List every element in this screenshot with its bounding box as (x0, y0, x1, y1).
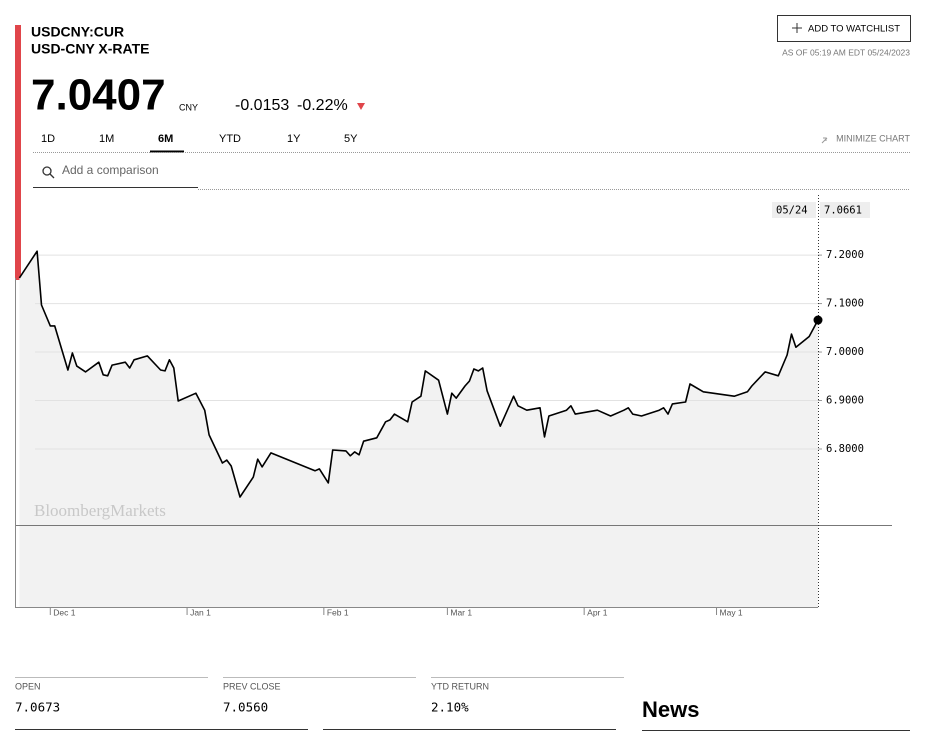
minimize-chart[interactable]: MINIMIZE CHART (836, 133, 910, 143)
accent-bar (15, 25, 21, 280)
minimize-icon (821, 137, 828, 144)
instrument-name: USD-CNY X-RATE (31, 41, 150, 57)
price-line (18, 250, 819, 498)
crosshair-dot (813, 315, 823, 325)
crosshair-value: 7.0661 (824, 205, 862, 217)
tab[interactable]: 5Y (344, 133, 358, 145)
stats: OPEN 7.0673 PREV CLOSE 7.0560 YTD RETURN 2.10… (15, 677, 624, 730)
plus-icon (792, 23, 802, 33)
change-percent: -0.22% (297, 97, 348, 114)
price: 7.0407 (31, 71, 166, 120)
tab[interactable]: 1M (99, 133, 114, 145)
y-tick-label: 7.0000 (826, 346, 864, 358)
crosshair-date: 05/24 (776, 205, 808, 217)
area-fill (19, 251, 818, 607)
stat-label: PREV CLOSE (223, 681, 281, 691)
as-of: AS OF 05:19 AM EDT 05/24/2023 (782, 47, 910, 57)
y-tick-label: 7.1000 (826, 298, 864, 310)
y-tick-label: 6.9000 (826, 395, 864, 407)
y-tick-label: 7.2000 (826, 249, 864, 261)
comparison-input[interactable]: Add a comparison (62, 163, 159, 177)
x-tick-label: Feb 1 (327, 607, 349, 617)
ticker: USDCNY:CUR (31, 24, 124, 40)
x-tick-label: Dec 1 (53, 607, 75, 617)
crosshair-date-box (772, 202, 816, 218)
x-tick-label: May 1 (720, 607, 743, 617)
tabs: 1D 1M 6M YTD 1Y 5Y (41, 133, 358, 153)
chart: 6.8000 6.9000 7.0000 7.1000 7.2000 BloombergM… (15, 195, 892, 617)
search-icon-handle (49, 173, 55, 179)
stat-value: 7.0673 (15, 700, 60, 715)
tab[interactable]: 6M (158, 133, 173, 145)
news-heading[interactable]: News (642, 697, 699, 722)
tab[interactable]: 1Y (287, 133, 301, 145)
crosshair-value-box (820, 202, 870, 218)
watchlist-label[interactable]: ADD TO WATCHLIST (808, 24, 900, 35)
currency: CNY (179, 102, 198, 112)
watermark: BloombergMarkets (34, 501, 166, 520)
down-arrow (357, 103, 365, 110)
stat-label: YTD RETURN (431, 681, 489, 691)
search-icon (42, 166, 52, 176)
change: -0.0153 (235, 97, 289, 114)
stat-value: 7.0560 (223, 700, 268, 715)
y-tick-label: 6.8000 (826, 443, 864, 455)
stat-label: OPEN (15, 681, 41, 691)
tab[interactable]: YTD (219, 133, 241, 145)
stat-value: 2.10% (431, 700, 469, 715)
x-tick-label: Jan 1 (190, 607, 211, 617)
x-tick-label: Apr 1 (587, 607, 608, 617)
tab[interactable]: 1D (41, 133, 55, 145)
x-tick-label: Mar 1 (450, 607, 472, 617)
